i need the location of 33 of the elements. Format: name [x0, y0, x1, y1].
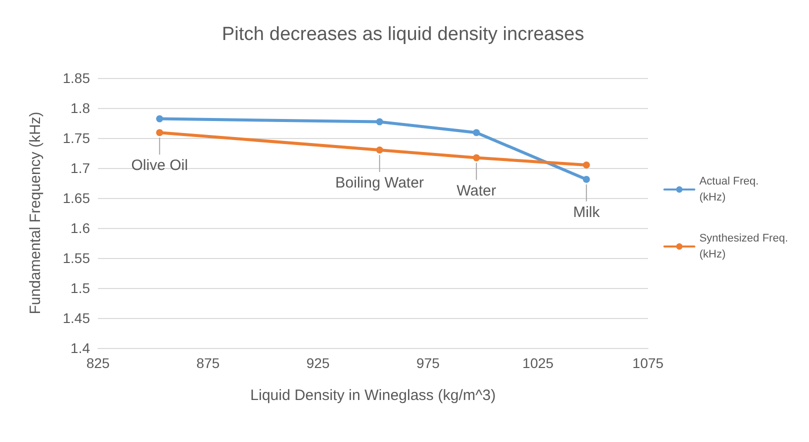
point — [376, 146, 384, 154]
y-tick-label: 1.8 — [70, 100, 90, 116]
x-tick-label: 825 — [86, 355, 110, 371]
y-tick-label: 1.55 — [62, 250, 90, 266]
y-tick-label: 1.5 — [70, 280, 90, 296]
x-tick-label: 1025 — [522, 355, 554, 371]
x-tick-label: 975 — [416, 355, 440, 371]
y-axis-title: Fundamental Frequency (kHz) — [27, 112, 44, 314]
y-tick-label: 1.65 — [62, 190, 90, 206]
x-tick-label: 1075 — [632, 355, 664, 371]
y-tick-label: 1.85 — [62, 70, 90, 86]
point — [582, 162, 590, 168]
point — [472, 154, 480, 162]
y-tick-label: 1.75 — [62, 130, 90, 146]
y-tick-label: 1.7 — [70, 160, 90, 176]
y-tick-label: 1.4 — [70, 340, 90, 356]
point — [582, 176, 590, 183]
legend-label: Synthesized Freq. (kHz) — [699, 232, 788, 260]
annotation: Water — [456, 182, 496, 200]
annotation: Milk — [573, 204, 600, 221]
x-axis-title: Liquid Density in Wineglass (kg/m^3) — [250, 387, 496, 404]
point — [156, 115, 164, 122]
point — [472, 129, 480, 136]
annotation: Boiling Water — [335, 174, 424, 192]
y-tick-label: 1.6 — [70, 220, 90, 236]
x-tick-label: 925 — [306, 355, 330, 371]
annotation: Olive Oil — [131, 157, 188, 174]
x-tick-label: 875 — [196, 355, 220, 371]
legend-label: Actual Freq. (kHz) — [699, 176, 759, 204]
chart-title: Pitch decreases as liquid density increases — [222, 24, 584, 45]
y-tick-label: 1.45 — [62, 310, 90, 326]
point — [376, 118, 384, 126]
point — [156, 129, 164, 136]
